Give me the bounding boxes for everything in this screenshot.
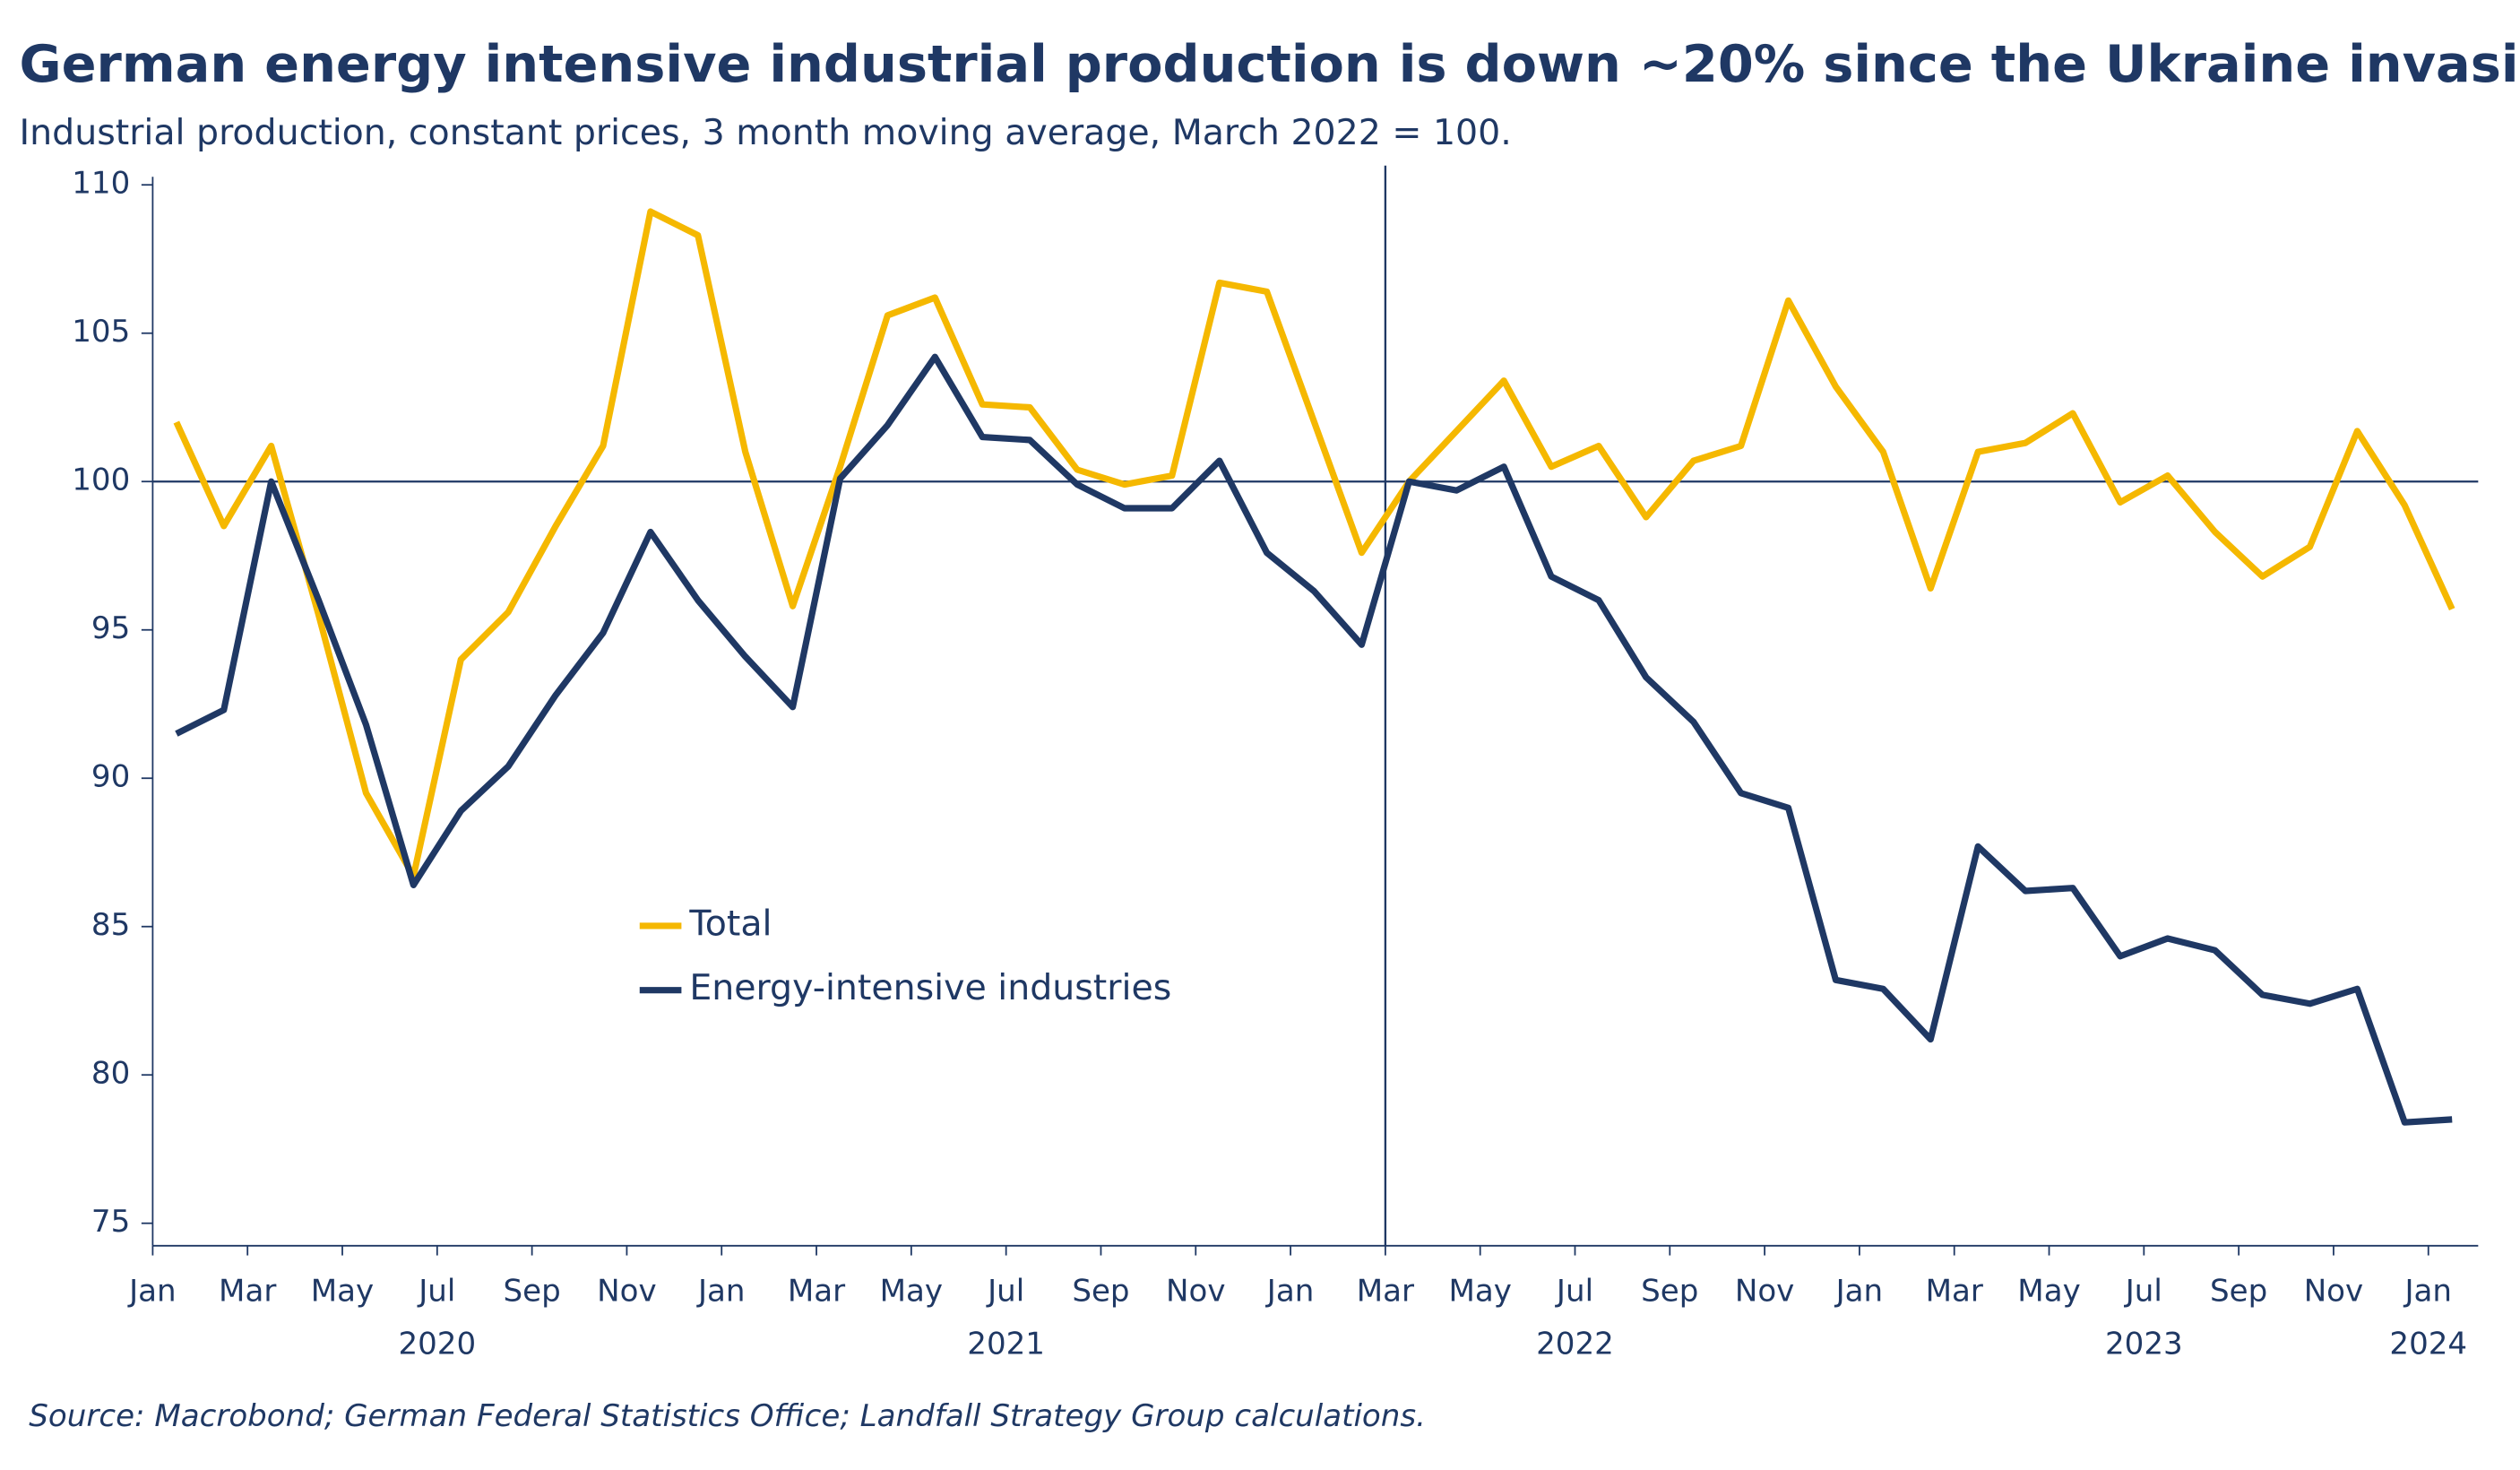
x-tick-label: Nov (1166, 1273, 1225, 1309)
x-tick-label: Jan (2403, 1273, 2452, 1309)
chart-subtitle: Industrial production, constant prices, … (20, 112, 1512, 153)
chart-title: German energy intensive industrial produ… (20, 34, 2520, 94)
legend-label: Energy-intensive industries (689, 967, 1171, 1008)
x-tick-label: Nov (597, 1273, 656, 1309)
y-tick-label: 75 (91, 1204, 130, 1240)
y-tick-label: 105 (72, 314, 130, 350)
x-tick-label: Nov (1735, 1273, 1794, 1309)
y-tick-label: 100 (72, 463, 130, 498)
x-tick-label: Sep (1072, 1273, 1129, 1309)
y-tick-label: 95 (91, 610, 130, 646)
x-tick-label: May (880, 1273, 943, 1309)
y-tick-label: 80 (91, 1056, 130, 1092)
x-tick-label: Jul (417, 1273, 455, 1309)
x-tick-label: Sep (1641, 1273, 1698, 1309)
x-tick-label: May (2017, 1273, 2080, 1309)
x-tick-label: Sep (504, 1273, 561, 1309)
legend-label: Total (688, 903, 772, 944)
series-line (175, 353, 2453, 1126)
year-label: 2023 (2105, 1327, 2183, 1362)
x-tick-label: Mar (1926, 1273, 1983, 1309)
series-line (173, 208, 2455, 880)
x-tick-label: Jul (2124, 1273, 2162, 1309)
year-label: 2020 (398, 1327, 476, 1362)
x-tick-label: Mar (219, 1273, 276, 1309)
source-note: Source: Macrobond; German Federal Statis… (29, 1398, 1426, 1434)
x-tick-label: Jan (1265, 1273, 1315, 1309)
y-tick-label: 90 (91, 759, 130, 795)
year-label: 2024 (2389, 1327, 2467, 1362)
x-tick-label: May (311, 1273, 374, 1309)
x-tick-label: Jan (127, 1273, 177, 1309)
x-tick-label: Mar (788, 1273, 845, 1309)
year-label: 2022 (1536, 1327, 1614, 1362)
x-tick-label: Jul (986, 1273, 1024, 1309)
x-tick-label: Jul (1555, 1273, 1593, 1309)
x-tick-label: Jan (696, 1273, 746, 1309)
x-tick-label: Nov (2304, 1273, 2363, 1309)
x-tick-label: Jan (1834, 1273, 1884, 1309)
year-label: 2021 (967, 1327, 1045, 1362)
x-tick-label: Mar (1357, 1273, 1414, 1309)
x-tick-label: May (1448, 1273, 1511, 1309)
y-tick-label: 85 (91, 907, 130, 943)
y-tick-label: 110 (72, 166, 130, 202)
x-tick-label: Sep (2210, 1273, 2267, 1309)
